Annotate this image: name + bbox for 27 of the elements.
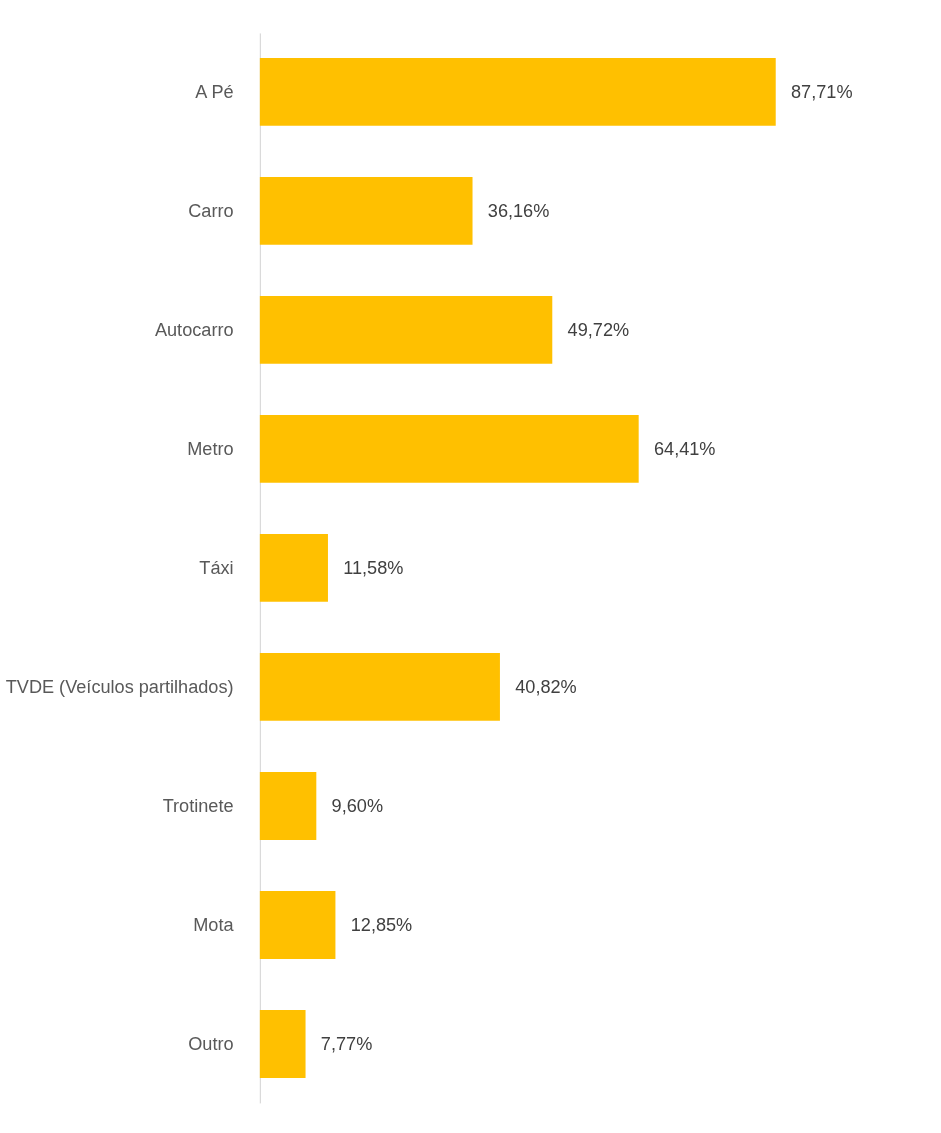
bar	[259, 891, 336, 959]
y-tick-label: A Pé	[195, 81, 234, 102]
bar	[259, 1010, 306, 1078]
data-label: 11,58%	[343, 557, 404, 578]
y-tick-label: Carro	[188, 200, 234, 221]
data-label: 12,85%	[350, 914, 413, 935]
data-label: 7,77%	[320, 1033, 373, 1054]
y-tick-label: Autocarro	[154, 319, 234, 340]
bar	[259, 772, 317, 840]
bar	[259, 295, 553, 364]
bar	[259, 653, 500, 721]
y-tick-label: TVDE (Veículos partilhados)	[5, 676, 234, 697]
y-tick-label: Metro	[187, 438, 234, 459]
y-tick-label: Táxi	[199, 557, 234, 578]
bar	[259, 57, 776, 126]
data-label: 9,60%	[331, 795, 384, 816]
bar	[259, 415, 639, 483]
y-tick-label: Outro	[188, 1033, 234, 1054]
data-label: 64,41%	[653, 438, 716, 459]
data-label: 36,16%	[487, 200, 550, 221]
y-tick-label: Mota	[193, 914, 235, 935]
data-label: 40,82%	[515, 676, 577, 697]
data-label: 49,72%	[567, 319, 630, 340]
y-tick-label: Trotinete	[162, 795, 234, 816]
bar	[259, 534, 328, 602]
bar	[259, 176, 473, 245]
data-label: 87,71%	[791, 81, 853, 102]
